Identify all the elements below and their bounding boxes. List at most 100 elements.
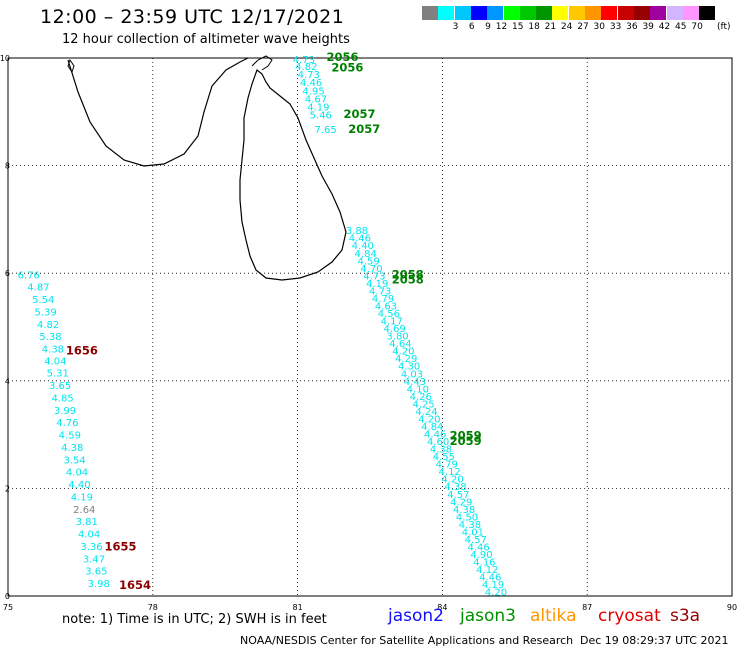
longitude-tick-label: 84 <box>437 603 447 612</box>
pass-time-label: 2059 <box>450 429 482 443</box>
colorbar-tick-label: 24 <box>560 22 573 32</box>
swh-value-label: 4.12 <box>439 467 461 478</box>
swh-value-label: 4.20 <box>392 347 414 358</box>
india-coastline-inlet <box>251 55 273 71</box>
swh-value-label: 2.64 <box>73 505 95 516</box>
longitude-tick-label: 81 <box>293 603 303 612</box>
generated-timestamp: Dec 19 08:29:37 UTC 2021 <box>580 634 729 647</box>
longitude-tick-label: 90 <box>727 603 737 612</box>
colorbar-tick-label: 15 <box>512 22 524 32</box>
swh-value-label: 4.20 <box>441 475 463 486</box>
latitude-tick-label: 8 <box>5 162 10 171</box>
swh-value-label: 4.73 <box>298 70 320 81</box>
axis-tick-labels: 75 78 81 84 87 90 0 2 4 6 8 10 <box>0 54 737 612</box>
swh-value-label: 4.20 <box>418 414 440 425</box>
swh-value-label: 5.54 <box>32 295 54 306</box>
swh-value-label: 4.46 <box>479 573 501 584</box>
colorbar-tick-label: 36 <box>626 22 638 32</box>
colorbar-swatch <box>552 6 569 20</box>
swh-value-label: 3.54 <box>64 455 86 466</box>
swh-value-label: 4.46 <box>467 543 489 554</box>
colorbar-swatch <box>699 6 716 20</box>
swh-value-label: 4.79 <box>436 460 458 471</box>
swh-value-label: 4.87 <box>27 283 49 294</box>
colorbar-swatch <box>454 6 471 20</box>
swh-value-label: 4.20 <box>485 588 507 599</box>
swh-value-label: 4.69 <box>384 324 406 335</box>
swh-value-label: 4.70 <box>360 264 382 275</box>
swh-value-label: 5.31 <box>47 369 69 380</box>
map-frame <box>7 57 733 597</box>
pass-time-label: 2056 <box>327 50 359 64</box>
swh-value-label: 4.10 <box>407 384 429 395</box>
credit-line: NOAA/NESDIS Center for Satellite Applica… <box>240 634 574 647</box>
swh-value-label: 4.01 <box>462 527 484 538</box>
swh-value-label: 4.63 <box>375 301 397 312</box>
latitude-tick-label: 4 <box>5 377 10 386</box>
colorbar-swatch <box>503 6 520 20</box>
swh-value-label: 4.40 <box>68 480 90 491</box>
satellite-legend-jason2: jason2 <box>388 606 444 626</box>
swh-value-label: 4.46 <box>424 430 446 441</box>
altimeter-tracks: 6.764.875.545.394.825.384.384.045.313.65… <box>18 55 507 599</box>
swh-value-label: 4.38 <box>444 482 466 493</box>
swh-value-label: 4.04 <box>44 356 66 367</box>
colorbar-swatch <box>470 6 487 20</box>
swh-value-label: 4.60 <box>427 437 449 448</box>
swh-value-label: 4.84 <box>421 422 443 433</box>
swh-value-label: 3.99 <box>54 406 76 417</box>
coastline <box>67 55 347 281</box>
swh-value-label: 4.90 <box>470 550 492 561</box>
page-title: 12:00 – 23:59 UTC 12/17/2021 <box>40 6 345 28</box>
swh-value-label: 4.67 <box>305 94 327 105</box>
swh-value-label: 3.88 <box>346 226 368 237</box>
pass-time-label: 1656 <box>66 344 98 358</box>
swh-value-label: 4.38 <box>42 345 64 356</box>
swh-value-label: 4.59 <box>357 256 379 267</box>
swh-value-label: 4.19 <box>482 580 504 591</box>
swh-value-label: 4.38 <box>453 505 475 516</box>
colorbar-swatch <box>568 6 585 20</box>
pass-time-label: 2057 <box>343 107 375 121</box>
swh-value-label: 4.38 <box>430 445 452 456</box>
pass-time-label: 2058 <box>392 267 424 281</box>
swh-value-label: 4.55 <box>433 452 455 463</box>
latitude-tick-label: 10 <box>0 54 10 63</box>
swh-value-label: 4.24 <box>415 407 437 418</box>
swh-value-label: 4.29 <box>395 354 417 365</box>
pass-time-label: 1655 <box>105 540 137 554</box>
swh-value-label: 3.80 <box>386 332 408 343</box>
colorbar-tick-label: 30 <box>593 22 605 32</box>
swh-value-label: 4.50 <box>456 512 478 523</box>
pass-time-label: 2058 <box>392 273 424 287</box>
swh-value-label: 4.57 <box>465 535 487 546</box>
colorbar-swatch <box>617 6 634 20</box>
swh-value-label: 4.29 <box>450 497 472 508</box>
colorbar-swatch <box>666 6 683 20</box>
colorbar-swatch <box>536 6 553 20</box>
swh-value-label: 4.46 <box>300 78 322 89</box>
colorbar-tick-label: 33 <box>609 22 622 32</box>
swh-value-label: 4.46 <box>349 234 371 245</box>
colorbar-swatch <box>650 6 667 20</box>
colorbar-swatch <box>633 6 650 20</box>
colorbar-swatch <box>519 6 536 20</box>
swh-value-label: 3.81 <box>76 517 98 528</box>
pass-time-label: 1654 <box>119 578 151 592</box>
swh-value-label: 4.12 <box>476 565 498 576</box>
india-coastline <box>67 57 249 167</box>
swh-value-label: 4.95 <box>302 86 324 97</box>
swh-value-label: 7.65 <box>314 125 336 136</box>
swh-value-label: 4.26 <box>410 392 432 403</box>
swh-value-label: 4.82 <box>295 62 317 73</box>
swh-value-label: 4.19 <box>366 279 388 290</box>
colorbar-tick-label: 3 <box>452 22 459 32</box>
swh-value-label: 4.04 <box>78 530 100 541</box>
sri-lanka-coastline <box>239 69 347 281</box>
colorbar-tick-label: 42 <box>658 22 671 32</box>
pass-time-label: 2059 <box>450 434 482 448</box>
swh-value-label: 4.59 <box>59 431 81 442</box>
swh-value-label: 5.39 <box>35 307 57 318</box>
